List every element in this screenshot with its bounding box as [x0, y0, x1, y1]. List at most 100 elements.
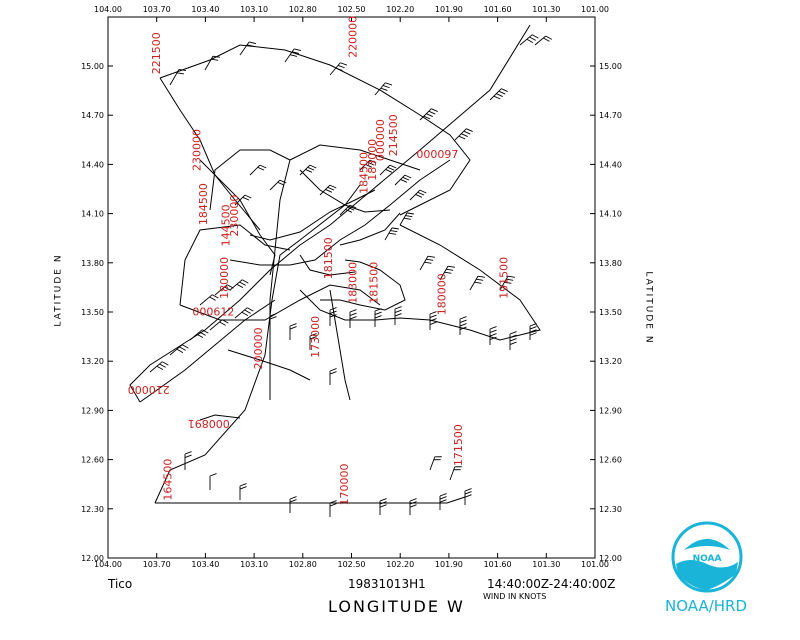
lon-tick-label: 101.00 [581, 5, 609, 14]
logo-text: NOAA [693, 554, 722, 564]
time-label: 210000 [128, 383, 170, 396]
lon-tick-label: 104.00 [94, 560, 122, 569]
lat-ticks-left: 15.00 14.70 14.40 14.10 13.80 13.50 13.20 12.90… [81, 62, 113, 563]
time-label: 184500 [197, 183, 210, 225]
wind-barb [169, 68, 186, 86]
wind-barb [429, 311, 437, 330]
wind-barb [234, 194, 252, 206]
lat-tick-label: 14.40 [599, 160, 622, 169]
wind-barb [184, 451, 192, 470]
wind-barb [229, 279, 249, 291]
lat-tick-label: 14.70 [599, 111, 622, 120]
time-label: 183000 [366, 139, 379, 181]
time-label: 230000 [228, 195, 241, 237]
wind-barb [439, 265, 455, 281]
wind-barb [289, 323, 297, 340]
wind-barb [339, 204, 357, 216]
wind-barb [469, 275, 485, 291]
logo-outer-ring [671, 521, 743, 593]
wind-barb [464, 488, 472, 505]
time-label: 171500 [452, 424, 465, 466]
track-segment [199, 414, 241, 421]
lat-tick-label: 12.90 [599, 406, 622, 415]
track-segment [446, 496, 466, 504]
lat-tick-label: 14.40 [81, 160, 104, 169]
storm-name: Tico [108, 577, 133, 591]
time-label: 000612 [192, 305, 234, 318]
lat-tick-label: 12.30 [599, 505, 622, 514]
wind-barb [374, 308, 382, 327]
wind-barb [409, 498, 417, 515]
track-segment [227, 349, 311, 381]
y-axis-label-left: LATITUDE N [53, 253, 64, 327]
lon-tick-label: 101.30 [532, 5, 560, 14]
lat-tick-label: 13.20 [599, 357, 622, 366]
lon-tick-label: 101.60 [484, 5, 512, 14]
lon-tick-label: 103.70 [143, 5, 171, 14]
wind-barb [409, 189, 427, 201]
lon-tick-label: 102.80 [289, 560, 317, 569]
lat-tick-label: 13.80 [599, 259, 622, 268]
lon-tick-label: 103.40 [191, 5, 219, 14]
wind-barb [204, 55, 220, 71]
wind-barb [319, 184, 337, 196]
time-label: 000000 [374, 119, 387, 161]
flight-id: 19831013H1 [348, 577, 426, 591]
lat-tick-label: 13.20 [81, 357, 104, 366]
track-segment [299, 224, 541, 341]
lon-tick-label: 102.50 [338, 5, 366, 14]
wind-barbs [149, 34, 553, 517]
wind-barb [289, 496, 297, 513]
time-label: 144500 [220, 204, 233, 246]
wind-barb [269, 179, 287, 191]
wind-barb [329, 307, 337, 326]
track-segment [320, 259, 406, 311]
lon-tick-label: 102.80 [289, 5, 317, 14]
lon-ticks-top: 104.00 103.70 103.40 103.10 102.80 102.50 102.… [94, 5, 609, 22]
lat-tick-label: 13.80 [81, 259, 104, 268]
lon-tick-label: 101.30 [532, 560, 560, 569]
wind-barb [169, 344, 189, 356]
time-label: 191500 [497, 257, 510, 299]
wind-barb [394, 306, 402, 325]
wind-barb [299, 164, 317, 176]
wind-barb [374, 82, 393, 96]
wind-barb [199, 294, 219, 306]
wind-barb [249, 164, 267, 176]
track-segment [159, 77, 261, 231]
time-range: 14:40:00Z-24:40:00Z [487, 577, 616, 591]
lon-tick-label: 103.40 [191, 560, 219, 569]
track-segment [329, 289, 351, 401]
wind-barb [449, 466, 462, 481]
time-label: 180000 [436, 273, 449, 315]
track-segment [129, 24, 531, 403]
time-label: 221500 [150, 32, 163, 74]
wind-barb [489, 326, 497, 345]
wind-barb [529, 323, 537, 340]
wind-barb [489, 88, 508, 101]
wind-barb [269, 313, 277, 330]
wind-barb [499, 275, 515, 291]
wind-barb [239, 41, 257, 56]
lat-tick-label: 15.00 [599, 62, 622, 71]
lat-tick-label: 13.50 [599, 308, 622, 317]
lat-tick-label: 12.00 [599, 554, 622, 563]
time-label: 000891 [188, 417, 230, 430]
wind-barb [384, 227, 399, 241]
wind-barb [309, 333, 317, 350]
flight-track [129, 24, 541, 504]
track-segment [139, 299, 276, 403]
lon-tick-label: 103.10 [240, 560, 268, 569]
lon-tick-label: 103.70 [143, 560, 171, 569]
track-segment [159, 44, 471, 216]
lat-ticks-right: 15.00 14.70 14.40 14.10 13.80 13.50 13.20 12.90… [590, 62, 622, 563]
track-segment [179, 284, 381, 321]
wind-barb [519, 34, 539, 46]
wind-barb [439, 493, 447, 510]
time-label: 184500 [358, 152, 371, 194]
track-segment [199, 159, 276, 276]
time-label: 000097 [416, 148, 458, 161]
logo-water [676, 560, 738, 590]
lon-tick-label: 101.00 [581, 560, 609, 569]
noaa-logo: NOAA [671, 521, 743, 593]
